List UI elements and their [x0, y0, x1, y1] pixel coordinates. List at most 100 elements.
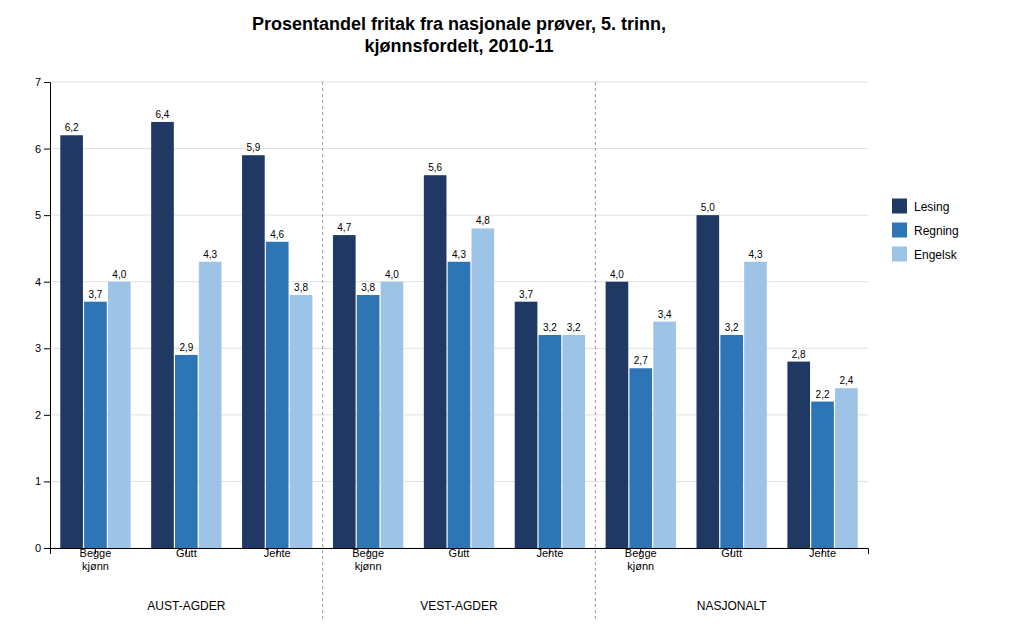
tick: Beggekjønn: [80, 547, 112, 572]
tick-label: 6: [35, 143, 41, 155]
bar-series: [60, 122, 810, 548]
grid: [50, 82, 868, 548]
tick: 5: [35, 209, 50, 221]
legend-item: Regning: [892, 223, 959, 238]
data-label: 3,4: [658, 309, 672, 320]
legend: Lesing Regning Engelsk: [892, 199, 959, 262]
chart: 0 1 2 3 4 5 6 7 Beggekjønn Gutt Jente Beggekjønn Gut…: [0, 0, 1018, 636]
tick: Beggekjønn: [625, 547, 657, 572]
bar: [629, 368, 652, 548]
bar: [357, 295, 380, 548]
bar: [60, 135, 83, 548]
bar: [835, 388, 858, 548]
bar-series: [84, 242, 834, 548]
tick-label: Gutt: [176, 547, 197, 559]
bars: [60, 122, 857, 548]
data-label: 3,7: [88, 289, 102, 300]
data-label: 3,8: [361, 282, 375, 293]
tick-label: 1: [35, 475, 41, 487]
title: Prosentandel fritak fra nasjonale prøver…: [252, 14, 666, 56]
data-label: 3,7: [519, 289, 533, 300]
bar: [811, 402, 834, 548]
tick: Beggekjønn: [352, 547, 384, 572]
legend-item: Engelsk: [892, 247, 958, 262]
tick-label: 7: [35, 76, 41, 88]
tick: 3: [35, 342, 50, 354]
region-separator: [595, 82, 596, 620]
tick-label: Gutt: [449, 547, 470, 559]
tick: Gutt: [176, 547, 197, 559]
data-label: 5,9: [246, 142, 260, 153]
tick-label: Beggekjønn: [352, 547, 384, 572]
data-label: 5,6: [428, 162, 442, 173]
axis-line: [44, 83, 51, 549]
bar: [515, 302, 538, 548]
bar: [333, 235, 356, 548]
bar: [653, 322, 676, 548]
tick: Jente: [264, 547, 291, 559]
data-label: 4,7: [337, 222, 351, 233]
bar: [175, 355, 198, 548]
tick-mark: [44, 481, 50, 482]
region-label: VEST-AGDER: [420, 599, 498, 613]
tick-label: 3: [35, 342, 41, 354]
legend-swatch: [892, 247, 907, 262]
tick-label: 4: [35, 276, 41, 288]
data-label: 2,8: [792, 349, 806, 360]
data-label: 4,3: [203, 249, 217, 260]
bar: [787, 362, 810, 548]
data-label: 4,6: [270, 229, 284, 240]
tick-mark: [44, 282, 50, 283]
tick-mark: [44, 149, 50, 150]
tick: 6: [35, 143, 50, 155]
tick: 4: [35, 276, 50, 288]
grid-line: [50, 82, 868, 83]
tick-mark: [44, 348, 50, 349]
data-label: 4,3: [749, 249, 763, 260]
legend-item: Lesing: [892, 199, 949, 214]
tick-mark: [44, 548, 50, 549]
data-label: 3,2: [725, 322, 739, 333]
legend-label: Engelsk: [914, 248, 958, 262]
tick: 1: [35, 475, 50, 487]
bar: [539, 335, 562, 548]
plot: 0 1 2 3 4 5 6 7 Beggekjønn Gutt Jente Beggekjønn Gut…: [35, 76, 959, 620]
bar: [290, 295, 313, 548]
bar: [424, 175, 447, 548]
bar: [472, 228, 495, 548]
regions: AUST-AGDERVEST-AGDERNASJONALT: [147, 82, 767, 620]
legend-label: Regning: [914, 224, 959, 238]
region-label: NASJONALT: [697, 599, 767, 613]
bar: [199, 262, 222, 548]
tick-label: Beggekjønn: [80, 547, 112, 572]
tick-label: Jente: [809, 547, 836, 559]
tick: 0: [35, 542, 50, 554]
bar: [720, 335, 743, 548]
data-label: 4,8: [476, 215, 490, 226]
tick-label: 0: [35, 542, 41, 554]
tick-label: 2: [35, 409, 41, 421]
tick-label: Gutt: [721, 547, 742, 559]
data-label: 6,2: [65, 122, 79, 133]
tick: Gutt: [449, 547, 470, 559]
x-axis: Beggekjønn Gutt Jente Beggekjønn Gutt Jente Be…: [51, 547, 869, 572]
bar: [562, 335, 585, 548]
bar: [151, 122, 174, 548]
legend-label: Lesing: [914, 200, 949, 214]
tick-label: 5: [35, 209, 41, 221]
data-label: 4,0: [112, 269, 126, 280]
bar: [108, 282, 131, 548]
bar: [381, 282, 404, 548]
bar: [697, 215, 720, 548]
data-label: 4,0: [610, 269, 624, 280]
data-label: 2,4: [839, 375, 853, 386]
data-label: 5,0: [701, 202, 715, 213]
data-label: 6,4: [156, 109, 170, 120]
tick: 2: [35, 409, 50, 421]
tick: 7: [35, 76, 50, 88]
region-separator: [322, 82, 323, 620]
data-label: 4,0: [385, 269, 399, 280]
bar: [266, 242, 289, 548]
bar: [242, 155, 265, 548]
tick: Jente: [536, 547, 563, 559]
